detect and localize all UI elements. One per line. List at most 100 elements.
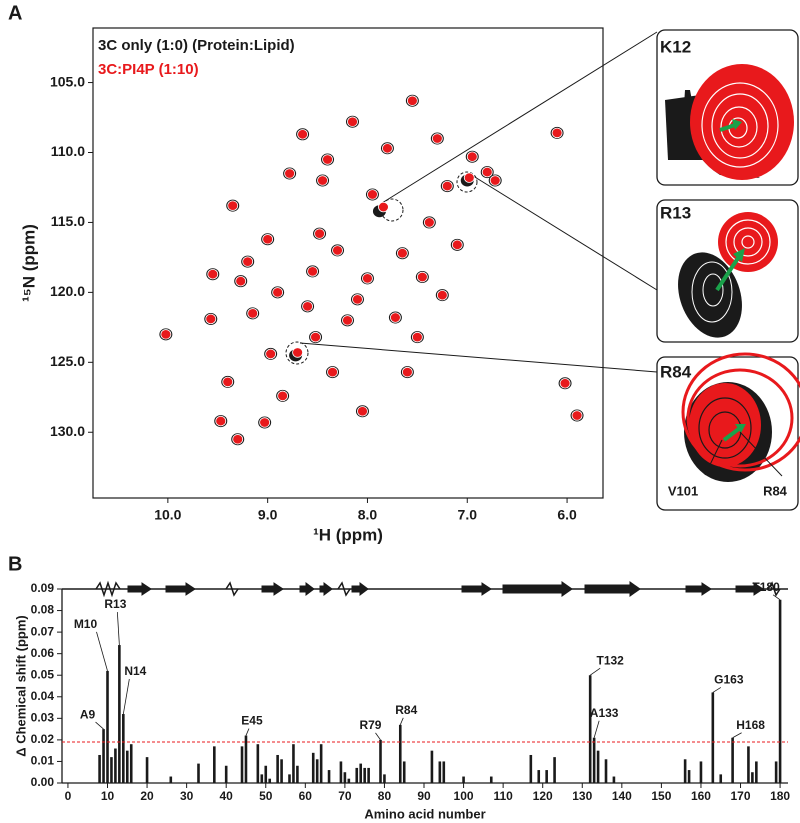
- bar: [256, 744, 260, 783]
- shift-arrow-head: [735, 424, 746, 433]
- x-tick-label: 180: [770, 789, 790, 803]
- panel-label: B: [8, 553, 22, 575]
- inset-r84: [656, 352, 800, 511]
- x-tick-label: 90: [417, 789, 431, 803]
- label-leader: [122, 678, 130, 715]
- label-leader: [96, 631, 108, 672]
- bar: [545, 770, 548, 783]
- bar: [315, 759, 319, 783]
- peak: [378, 201, 389, 213]
- bar: [747, 746, 750, 783]
- peak: [347, 116, 358, 127]
- label-leader: [732, 732, 742, 739]
- peak: [232, 434, 244, 445]
- bar: [430, 750, 434, 783]
- peak: [436, 289, 448, 301]
- inset-label: R13: [660, 203, 691, 222]
- y-axis-label: Δ Chemical shift (ppm): [13, 615, 28, 757]
- bar: [755, 761, 758, 783]
- x-tick-label: 10: [101, 789, 115, 803]
- x-tick-label: 170: [731, 789, 751, 803]
- bar: [260, 774, 264, 783]
- leader: [739, 431, 783, 477]
- connector: [381, 31, 658, 204]
- peak: [277, 390, 289, 402]
- peak: [310, 331, 321, 343]
- bar-label: G163: [714, 673, 744, 687]
- peak: [423, 217, 435, 228]
- inset-r13: [656, 199, 799, 343]
- bar: [751, 772, 754, 783]
- peak: [489, 175, 501, 186]
- bar: [276, 754, 279, 783]
- bar: [347, 778, 351, 783]
- peak: [235, 275, 247, 287]
- secondary-structure: [62, 580, 788, 598]
- legend-label: 3C only (1:0) (Protein:Lipid): [98, 37, 295, 54]
- y-tick-label: 0.01: [31, 754, 55, 768]
- bar: [268, 778, 272, 783]
- x-tick-label: 70: [338, 789, 352, 803]
- bar: [240, 746, 244, 783]
- bar: [288, 774, 291, 783]
- x-axis-label: ¹H (ppm): [313, 525, 383, 544]
- bar: [110, 757, 113, 783]
- peak: [382, 143, 393, 154]
- peak: [247, 308, 259, 319]
- peak: [284, 168, 296, 179]
- x-tick-label: 130: [572, 789, 592, 803]
- y-tick-label: 0.06: [31, 646, 55, 660]
- peak: [466, 151, 478, 162]
- x-tick-label: 140: [612, 789, 632, 803]
- inset-label: K12: [660, 37, 691, 56]
- bar: [129, 744, 133, 783]
- bar: [125, 750, 129, 783]
- bar: [343, 772, 347, 783]
- x-tick-label: 10.0: [154, 507, 181, 523]
- y-axis-label: ¹⁵N (ppm): [19, 224, 38, 302]
- x-tick-label: 120: [533, 789, 553, 803]
- peak: [342, 315, 353, 326]
- y-tick-label: 115.0: [51, 213, 85, 229]
- contour-lines: [725, 219, 771, 265]
- bar: [224, 765, 228, 783]
- x-tick-label: 150: [651, 789, 671, 803]
- bar: [592, 737, 596, 783]
- x-tick-label: 50: [259, 789, 273, 803]
- peak: [297, 129, 308, 140]
- bar: [118, 645, 121, 783]
- bar: [98, 754, 101, 783]
- bar-label: E45: [241, 714, 263, 728]
- shift-arrow: [715, 253, 742, 292]
- label-leader: [712, 687, 722, 693]
- bar: [379, 739, 382, 783]
- bar: [596, 750, 600, 783]
- peak: [411, 331, 423, 343]
- bar: [106, 670, 109, 783]
- highlight-circle: [456, 171, 478, 193]
- y-tick-label: 0.00: [31, 775, 55, 789]
- label-leader: [772, 594, 781, 601]
- x-tick-label: 7.0: [458, 507, 478, 523]
- bar: [731, 737, 734, 783]
- contour: [689, 383, 761, 467]
- bar: [719, 774, 723, 783]
- peak: [481, 166, 493, 178]
- bar: [778, 599, 782, 783]
- bar: [363, 767, 366, 783]
- bar-label: R79: [359, 718, 381, 732]
- bar: [367, 767, 370, 783]
- bar: [489, 776, 493, 783]
- bar: [553, 757, 556, 783]
- bar: [197, 763, 200, 783]
- peak: [242, 256, 254, 267]
- highlight-circle: [380, 198, 404, 222]
- peak: [571, 410, 583, 421]
- bar: [280, 759, 283, 783]
- x-tick-label: 8.0: [358, 507, 378, 523]
- peak: [431, 133, 443, 144]
- label-leader: [245, 728, 250, 736]
- bar: [213, 746, 216, 783]
- bar: [102, 729, 105, 783]
